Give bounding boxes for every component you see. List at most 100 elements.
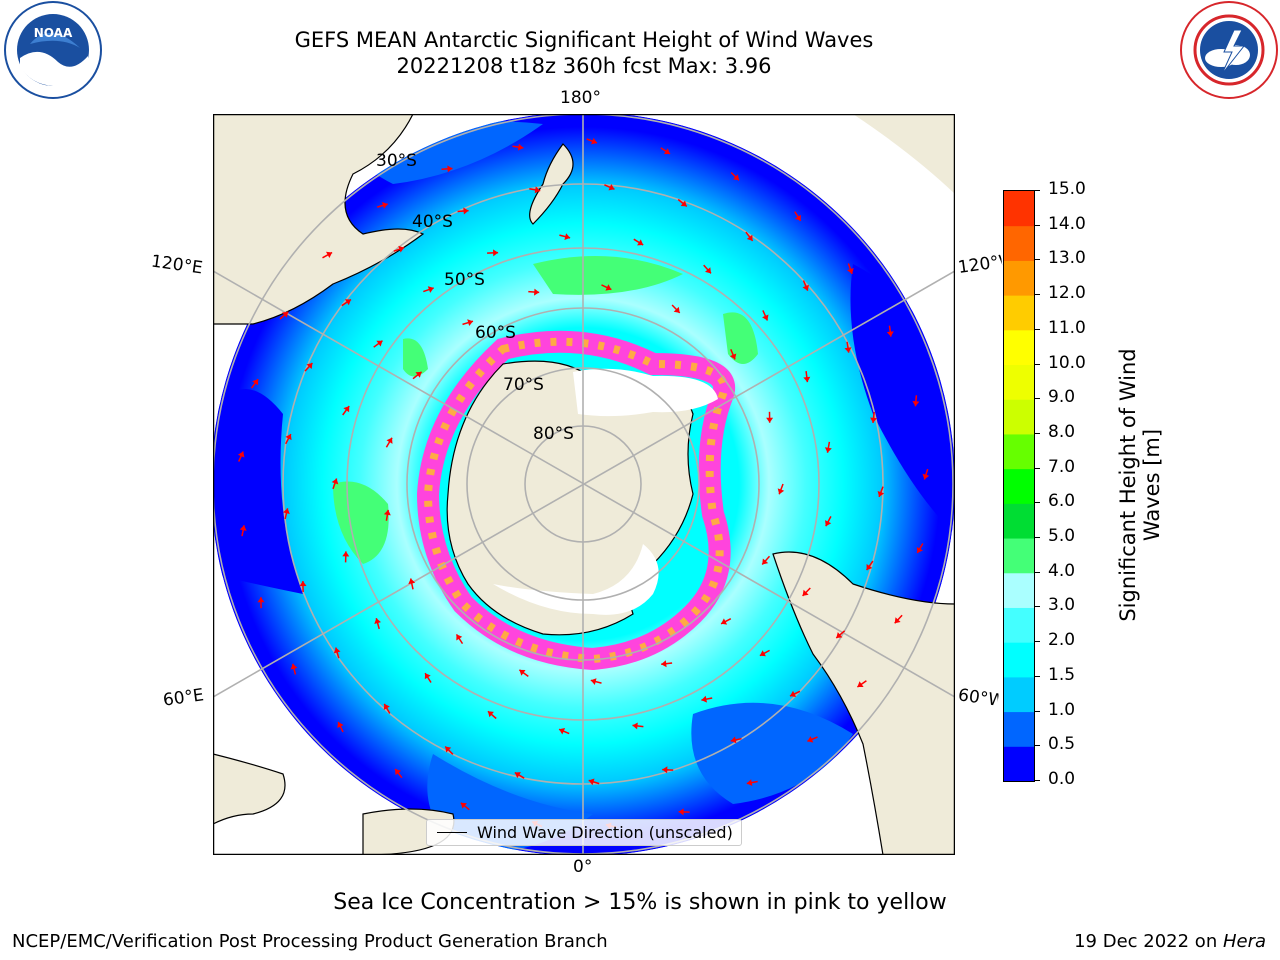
wave-direction-arrowhead xyxy=(807,736,814,743)
wave-direction-arrowhead xyxy=(447,165,453,173)
madagascar-landmass xyxy=(213,753,286,825)
colorbar-tick-mark xyxy=(1034,432,1040,434)
colorbar-swatch xyxy=(1004,572,1034,608)
wave-direction-arrowhead xyxy=(285,434,292,441)
lon-label-0: 0° xyxy=(573,857,593,877)
colorbar-swatch xyxy=(1004,191,1034,227)
colorbar-tick-label: 13.0 xyxy=(1048,248,1086,269)
moderate-wave-region xyxy=(691,702,853,804)
wave-direction-arrowhead xyxy=(408,578,416,585)
colorbar-tick-label: 1.5 xyxy=(1048,664,1076,685)
wave-direction-arrowhead xyxy=(326,251,333,258)
wave-direction-arrowhead xyxy=(519,669,526,676)
wave-direction-arrowhead xyxy=(237,451,245,458)
wave-direction-arrowhead xyxy=(746,779,753,786)
wave-direction-arrowhead xyxy=(746,234,753,241)
wave-direction-arrowhead xyxy=(663,148,670,155)
colorbar-tick-mark xyxy=(1034,606,1040,608)
australia-landmass xyxy=(213,114,425,325)
wave-direction-arrowhead xyxy=(922,473,930,480)
wave-direction-arrowhead xyxy=(721,618,728,625)
colorbar-tick-mark xyxy=(1034,328,1040,330)
wave-direction-arrowhead xyxy=(701,695,707,703)
colorbar-tick-label: 12.0 xyxy=(1048,283,1086,304)
colorbar-tick-mark xyxy=(1034,502,1040,504)
wave-direction-arrowhead xyxy=(588,778,595,786)
colorbar-title-line2: Waves [m] xyxy=(1140,428,1164,542)
wave-direction-arrowhead xyxy=(386,437,393,444)
lon-label-60e: 60°E xyxy=(161,685,206,711)
wave-direction-arrowhead xyxy=(427,286,434,293)
ice-shelf xyxy=(493,544,659,615)
colorbar-tick-mark xyxy=(1034,224,1040,226)
wave-direction-arrowhead xyxy=(825,520,832,527)
land-corner xyxy=(853,114,955,194)
colorbar-tick-label: 10.0 xyxy=(1048,352,1086,373)
wave-direction-arrowhead xyxy=(306,363,313,369)
wave-direction-arrowhead xyxy=(824,447,832,453)
wave-direction-arrowhead xyxy=(467,319,473,326)
wave-direction-arrowhead xyxy=(252,379,259,386)
colorbar-swatch xyxy=(1004,538,1034,574)
colorbar-ticks: 15.0 14.0 13.0 12.0 11.0 10.0 9.0 8.0 7.0 6.0 5.0 4… xyxy=(1034,179,1104,789)
map-legend: Wind Wave Direction (unscaled) xyxy=(426,819,742,846)
wave-direction-arrowhead xyxy=(333,647,341,654)
sea-ice-edge xyxy=(416,330,735,671)
chart-title-line2: 20221208 t18z 360h fcst Max: 3.96 xyxy=(396,54,772,78)
colorbar-tick-mark xyxy=(1034,363,1040,365)
colorbar-swatch xyxy=(1004,225,1034,261)
wave-direction-arrowhead xyxy=(445,746,452,753)
wave-direction-arrowhead xyxy=(870,417,877,423)
wave-direction-arrowhead xyxy=(374,618,381,624)
wave-direction-arrowhead xyxy=(383,509,391,516)
wave-direction-arrowhead xyxy=(343,406,350,413)
wave-direction-arrowhead xyxy=(730,736,737,744)
lat-label-30s: 30°S xyxy=(376,151,417,171)
wave-direction-arrowhead xyxy=(662,766,668,774)
nws-logo xyxy=(1176,0,1280,106)
wave-direction-arrowhead xyxy=(678,808,684,816)
wave-direction-arrowhead xyxy=(795,214,801,221)
wave-direction-arrowhead xyxy=(847,268,854,274)
colorbar-swatch xyxy=(1004,711,1034,747)
colorbar-tick-label: 2.0 xyxy=(1048,630,1076,651)
colorbar-tick-mark xyxy=(1034,710,1040,712)
lat-label-40s: 40°S xyxy=(412,212,453,232)
wave-direction-arrowhead xyxy=(762,558,769,565)
colorbar-tick-label: 5.0 xyxy=(1048,526,1076,547)
wave-direction-arrowhead xyxy=(632,722,638,730)
wave-direction-arrowhead xyxy=(790,690,797,697)
colorbar-swatch xyxy=(1004,295,1034,331)
wave-direction-arrowhead xyxy=(337,722,344,728)
wave-direction-arrowhead xyxy=(282,311,289,318)
wave-direction-arrowhead xyxy=(463,207,469,215)
lon-label-180: 180° xyxy=(560,88,601,108)
new-zealand-landmass xyxy=(529,143,574,225)
wave-direction-arrowhead xyxy=(534,288,540,296)
colorbar-tick-label: 0.5 xyxy=(1048,734,1076,755)
wave-direction-arrowhead xyxy=(802,284,809,291)
wave-direction-arrowhead xyxy=(376,340,383,347)
colorbar-tick-label: 7.0 xyxy=(1048,456,1076,477)
colorbar-tick-mark xyxy=(1034,190,1040,191)
colorbar-tick-mark xyxy=(1034,745,1040,747)
map-frame xyxy=(212,113,956,856)
wave-direction-arrowhead xyxy=(777,488,785,495)
colorbar-tick-label: 6.0 xyxy=(1048,491,1076,512)
high-wave-region xyxy=(533,256,683,295)
colorbar-tick-label: 11.0 xyxy=(1048,317,1086,338)
colorbar-title: Significant Height of Wind Waves [m] xyxy=(1116,325,1164,645)
lon-label-60w: 60°W xyxy=(956,685,1000,711)
wave-direction-arrowhead xyxy=(344,299,351,306)
wave-direction-arrowhead xyxy=(866,564,873,571)
colorbar-swatch xyxy=(1004,503,1034,539)
wave-direction-arrowhead xyxy=(398,245,405,253)
wave-direction-arrowhead xyxy=(591,137,597,145)
wave-direction-arrowhead xyxy=(762,314,769,321)
wave-direction-arrowhead xyxy=(857,681,864,687)
footer-credit: NCEP/EMC/Verification Post Processing Pr… xyxy=(12,931,608,952)
colorbar-tick-mark xyxy=(1034,294,1040,296)
wave-direction-arrowhead xyxy=(514,772,521,779)
lat-label-80s: 80°S xyxy=(533,424,574,444)
colorbar-tick-label: 14.0 xyxy=(1048,213,1086,234)
